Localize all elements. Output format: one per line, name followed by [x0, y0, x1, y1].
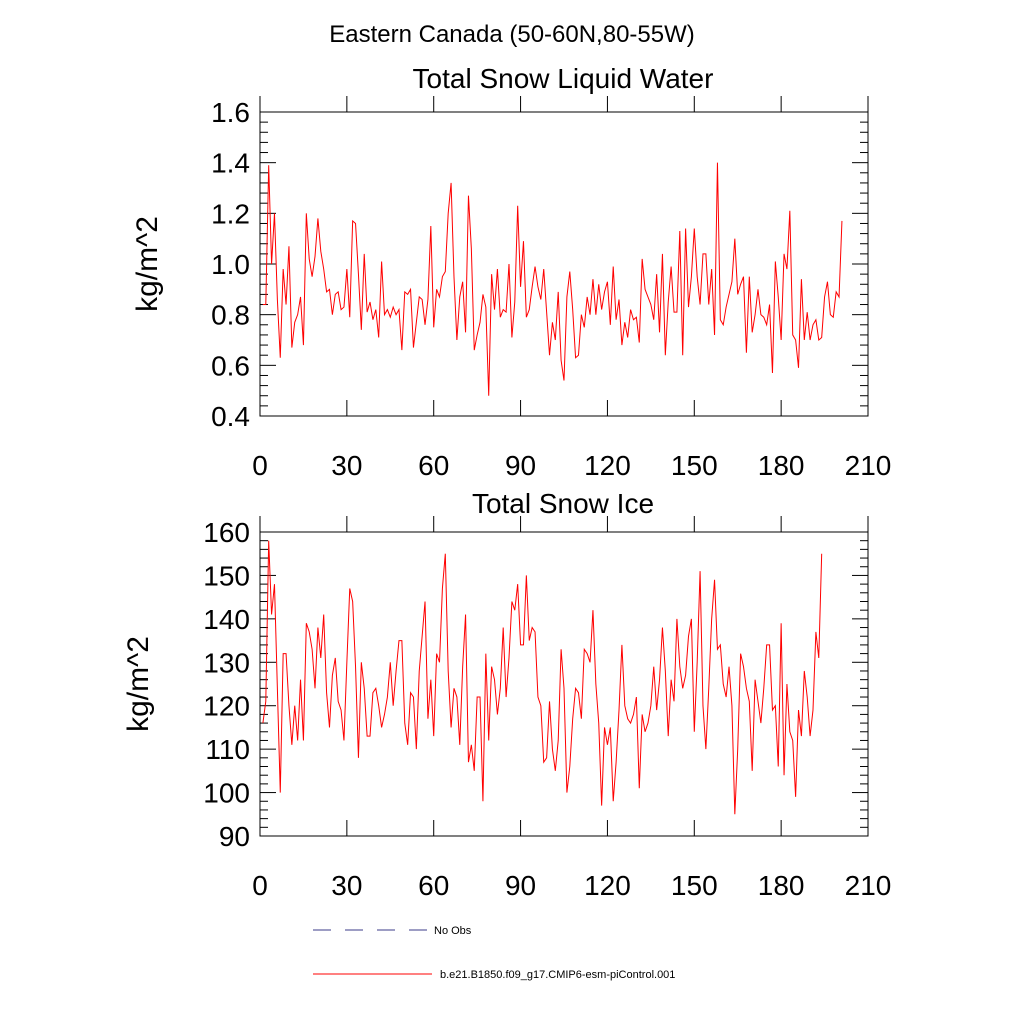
x-tick-label: 30 [331, 450, 362, 481]
y-tick-label: 1.4 [211, 148, 250, 179]
y-tick-label: 130 [203, 647, 250, 678]
y-tick-label: 90 [219, 821, 250, 852]
x-tick-label: 210 [845, 870, 892, 901]
y-tick-label: 150 [203, 560, 250, 591]
x-tick-label: 150 [671, 450, 718, 481]
x-tick-label: 150 [671, 870, 718, 901]
panel-snow-liquid-water: Total Snow Liquid Water 0 30 60 90 120 150 180… [131, 63, 891, 481]
y-tick-label: 0.4 [211, 401, 250, 432]
series-line-snow-liquid-water [262, 162, 843, 396]
legend: No Obs b.e21.B1850.f09_g17.CMIP6-esm-piC… [313, 925, 675, 981]
legend-label-model-run: b.e21.B1850.f09_g17.CMIP6-esm-piControl.… [440, 969, 675, 981]
tick-marks [259, 516, 869, 837]
panel-title-snow-liquid-water: Total Snow Liquid Water [413, 63, 714, 94]
y-tick-label: 0.6 [211, 350, 250, 381]
y-tick-label: 160 [203, 517, 250, 548]
y-tick-label: 1.2 [211, 198, 250, 229]
y-tick-labels: 90 100 110 120 130 140 150 160 [203, 517, 250, 852]
x-tick-label: 30 [331, 870, 362, 901]
y-tick-label: 120 [203, 691, 250, 722]
y-tick-label: 1.6 [211, 97, 250, 128]
series-line-snow-ice [262, 540, 823, 815]
x-tick-label: 60 [418, 870, 449, 901]
legend-label-no-obs: No Obs [434, 925, 472, 937]
y-tick-label: 1.0 [211, 249, 250, 280]
x-tick-label: 180 [758, 450, 805, 481]
y-axis-label-snow-liquid-water: kg/m^2 [131, 216, 164, 312]
panel-snow-ice: Total Snow Ice 0 30 60 90 120 150 180 210 90 100… [122, 488, 891, 901]
plot-frame-snow-ice [259, 531, 869, 837]
x-tick-label: 210 [845, 450, 892, 481]
x-tick-labels: 0 30 60 90 120 150 180 210 [252, 870, 891, 901]
y-tick-label: 110 [205, 734, 250, 765]
x-tick-label: 180 [758, 870, 805, 901]
y-tick-label: 0.8 [211, 300, 250, 331]
figure-main-title: Eastern Canada (50-60N,80-55W) [329, 21, 695, 48]
y-axis-label-snow-ice: kg/m^2 [122, 636, 155, 732]
x-tick-label: 90 [505, 870, 536, 901]
y-tick-labels: 0.4 0.6 0.8 1.0 1.2 1.4 1.6 [211, 97, 250, 432]
y-tick-label: 100 [203, 778, 250, 809]
x-tick-label: 120 [584, 450, 631, 481]
x-tick-labels: 0 30 60 90 120 150 180 210 [252, 450, 891, 481]
panel-title-snow-ice: Total Snow Ice [472, 488, 654, 519]
tick-marks [259, 96, 869, 417]
y-tick-label: 140 [203, 604, 250, 635]
x-tick-label: 120 [584, 870, 631, 901]
x-tick-label: 0 [252, 870, 268, 901]
x-tick-label: 60 [418, 450, 449, 481]
x-tick-label: 90 [505, 450, 536, 481]
x-tick-label: 0 [252, 450, 268, 481]
